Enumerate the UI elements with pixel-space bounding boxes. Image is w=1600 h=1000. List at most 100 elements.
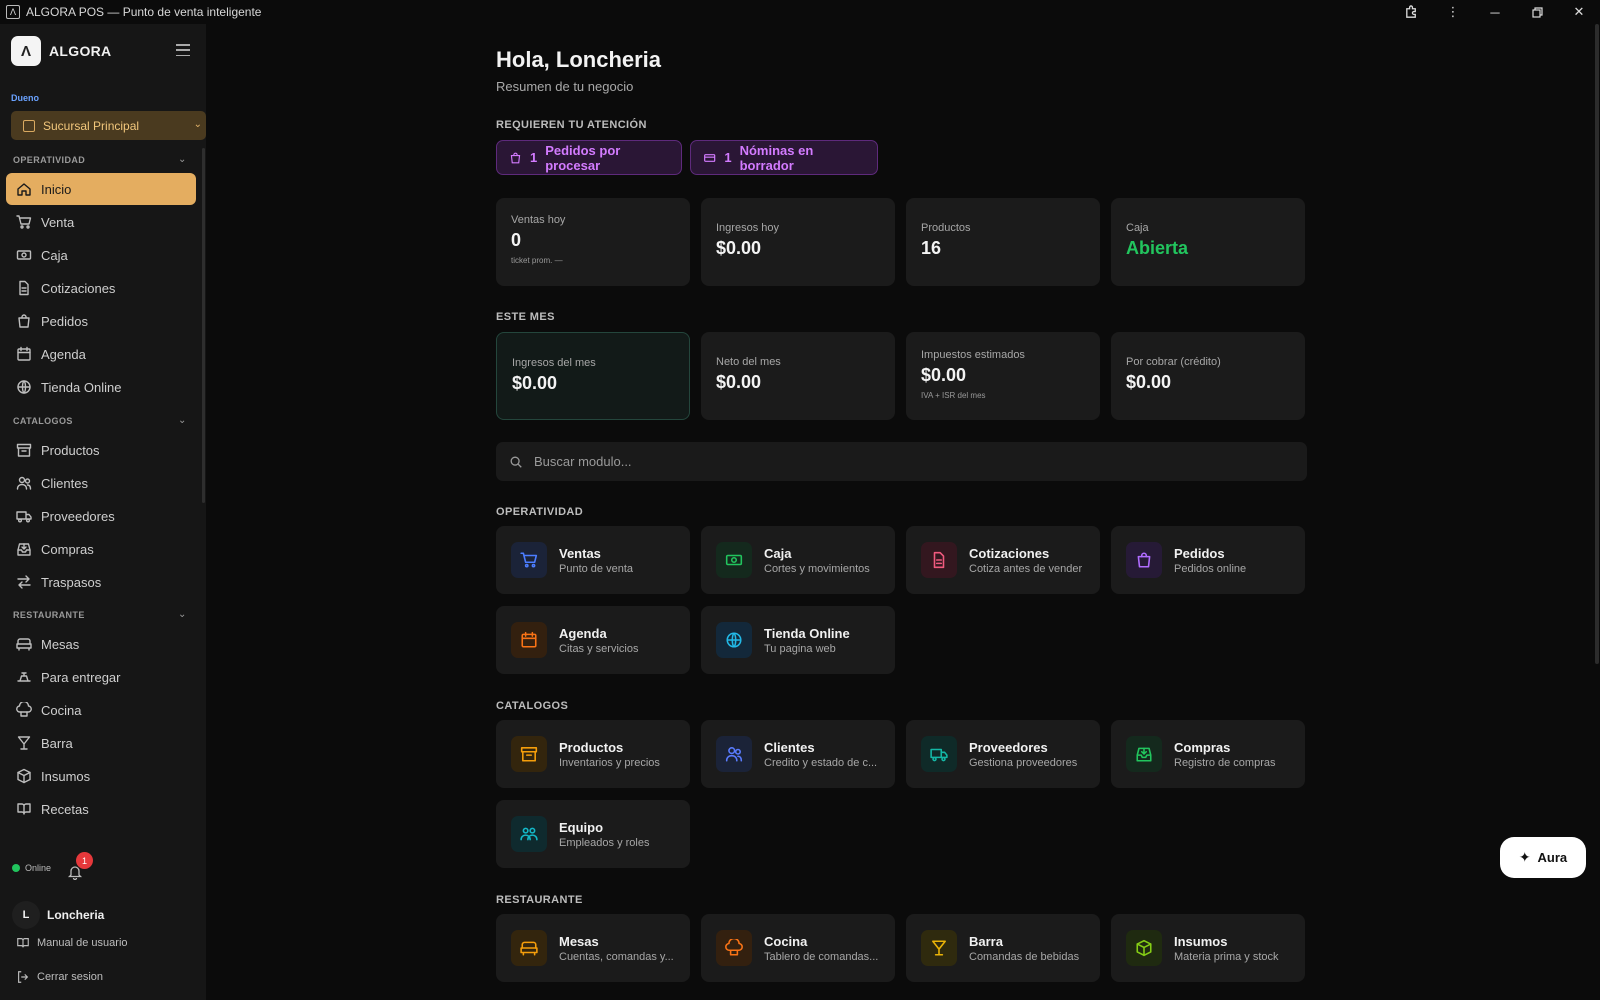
sidebar-item-cocina[interactable]: Cocina <box>6 694 196 726</box>
module-card-compras[interactable]: Compras Registro de compras <box>1111 720 1305 788</box>
module-subtitle: Cotiza antes de vender <box>969 562 1083 575</box>
box-icon <box>17 768 31 784</box>
module-card-agenda[interactable]: Agenda Citas y servicios <box>496 606 690 674</box>
sidebar-item-proveedores[interactable]: Proveedores <box>6 500 196 532</box>
sidebar-item-tienda-online[interactable]: Tienda Online <box>6 371 196 403</box>
module-card-productos[interactable]: Productos Inventarios y precios <box>496 720 690 788</box>
nav-section-restaurante: RESTAURANTE <box>13 610 85 620</box>
document-icon <box>933 551 945 569</box>
minimize-button[interactable]: ─ <box>1490 4 1500 20</box>
sidebar-item-productos[interactable]: Productos <box>6 434 196 466</box>
home-icon <box>17 183 31 196</box>
archive-icon <box>520 747 538 762</box>
stat-label: Neto del mes <box>716 356 781 368</box>
chevron-down-icon[interactable]: ⌄ <box>178 154 187 165</box>
module-card-cocina[interactable]: Cocina Tablero de comandas... <box>701 914 895 982</box>
sidebar-item-agenda[interactable]: Agenda <box>6 338 196 370</box>
module-card-proveedores[interactable]: Proveedores Gestiona proveedores <box>906 720 1100 788</box>
module-card-caja[interactable]: Caja Cortes y movimientos <box>701 526 895 594</box>
user-manual-link[interactable]: Manual de usuario <box>16 936 128 950</box>
sidebar-item-inicio[interactable]: Inicio <box>6 173 196 205</box>
sidebar-item-label: Pedidos <box>41 313 88 329</box>
module-card-tienda-online[interactable]: Tienda Online Tu pagina web <box>701 606 895 674</box>
sidebar-item-traspasos[interactable]: Traspasos <box>6 566 196 598</box>
aura-assistant-button[interactable]: ✦ Aura <box>1500 837 1586 878</box>
stat-card-month: Por cobrar (crédito) $0.00 <box>1111 332 1305 420</box>
module-card-ventas[interactable]: Ventas Punto de venta <box>496 526 690 594</box>
sidebar-item-label: Cotizaciones <box>41 280 116 296</box>
sidebar-item-caja[interactable]: Caja <box>6 239 196 271</box>
sidebar-item-mesas[interactable]: Mesas <box>6 628 196 660</box>
sidebar-item-label: Proveedores <box>41 508 115 524</box>
module-title: Productos <box>559 739 624 755</box>
sidebar-item-clientes[interactable]: Clientes <box>6 467 196 499</box>
search-input[interactable] <box>534 454 1234 469</box>
sofa-icon <box>520 941 538 956</box>
brand[interactable]: Λ ALGORA <box>11 36 111 66</box>
sidebar-item-label: Para entregar <box>41 669 121 685</box>
sidebar-item-label: Traspasos <box>41 574 102 590</box>
user-profile[interactable]: L Loncheria <box>12 901 104 929</box>
online-dot-icon <box>12 864 20 872</box>
stat-label: Ingresos del mes <box>512 357 596 369</box>
chevron-down-icon[interactable]: ⌄ <box>178 415 187 426</box>
stat-card-today: Productos 16 <box>906 198 1100 286</box>
stat-value: $0.00 <box>921 365 967 385</box>
module-card-equipo[interactable]: Equipo Empleados y roles <box>496 800 690 868</box>
module-search[interactable] <box>496 442 1307 481</box>
restore-button[interactable] <box>1516 0 1558 24</box>
archive-icon <box>16 443 32 457</box>
stat-label: Por cobrar (crédito) <box>1126 356 1221 368</box>
sidebar-item-compras[interactable]: Compras <box>6 533 196 565</box>
sidebar-item-barra[interactable]: Barra <box>6 727 196 759</box>
module-subtitle: Punto de venta <box>559 562 634 575</box>
chevron-down-icon: ⌄ <box>193 119 202 130</box>
module-card-insumos[interactable]: Insumos Materia prima y stock <box>1111 914 1305 982</box>
module-card-mesas[interactable]: Mesas Cuentas, comandas y... <box>496 914 690 982</box>
truck-icon <box>16 511 32 523</box>
sidebar-item-label: Caja <box>41 247 68 263</box>
book-icon <box>17 803 31 815</box>
inbox-icon <box>17 543 31 556</box>
module-subtitle: Registro de compras <box>1174 756 1276 769</box>
close-button[interactable]: ✕ <box>1573 4 1585 19</box>
module-title: Agenda <box>559 625 607 641</box>
chevron-down-icon[interactable]: ⌄ <box>178 609 187 620</box>
sidebar-item-pedidos[interactable]: Pedidos <box>6 305 196 337</box>
sidebar-item-cotizaciones[interactable]: Cotizaciones <box>6 272 196 304</box>
menu-toggle-icon[interactable] <box>176 44 190 56</box>
draft-payroll-pill[interactable]: 1 Nóminas en borrador <box>690 140 878 175</box>
extensions-icon[interactable] <box>1390 0 1432 24</box>
sidebar: Λ ALGORA Dueno Sucursal Principal ⌄ OPER… <box>0 24 206 1000</box>
logout-link[interactable]: Cerrar sesion <box>16 970 103 984</box>
sidebar-item-para-entregar[interactable]: Para entregar <box>6 661 196 693</box>
module-card-pedidos[interactable]: Pedidos Pedidos online <box>1111 526 1305 594</box>
sidebar-item-label: Compras <box>41 541 94 557</box>
cash-icon <box>725 554 743 566</box>
user-role: Dueno <box>11 93 39 103</box>
stat-label: Caja <box>1126 222 1149 234</box>
bell-icon[interactable] <box>67 864 83 881</box>
logout-icon <box>18 971 29 983</box>
calendar-icon <box>521 631 537 648</box>
more-options-icon[interactable]: ⋮ <box>1446 4 1460 19</box>
module-card-clientes[interactable]: Clientes Credito y estado de c... <box>701 720 895 788</box>
module-card-barra[interactable]: Barra Comandas de bebidas <box>906 914 1100 982</box>
pending-orders-pill[interactable]: 1 Pedidos por procesar <box>496 140 682 175</box>
module-subtitle: Pedidos online <box>1174 562 1247 575</box>
payroll-card-icon <box>704 153 716 162</box>
module-title: Barra <box>969 933 1003 949</box>
sidebar-item-recetas[interactable]: Recetas <box>6 793 196 825</box>
sidebar-item-label: Recetas <box>41 801 89 817</box>
module-title: Mesas <box>559 933 599 949</box>
window-titlebar: Λ ALGORA POS — Punto de venta inteligent… <box>0 0 1600 24</box>
aura-label: Aura <box>1537 850 1568 865</box>
sidebar-item-insumos[interactable]: Insumos <box>6 760 196 792</box>
sidebar-scrollbar[interactable] <box>202 148 205 503</box>
module-title: Pedidos <box>1174 545 1225 561</box>
sidebar-item-venta[interactable]: Venta <box>6 206 196 238</box>
main-scrollbar[interactable] <box>1595 24 1599 664</box>
stat-label: Impuestos estimados <box>921 349 1025 361</box>
branch-selector[interactable]: Sucursal Principal ⌄ <box>11 111 206 140</box>
module-card-cotizaciones[interactable]: Cotizaciones Cotiza antes de vender <box>906 526 1100 594</box>
